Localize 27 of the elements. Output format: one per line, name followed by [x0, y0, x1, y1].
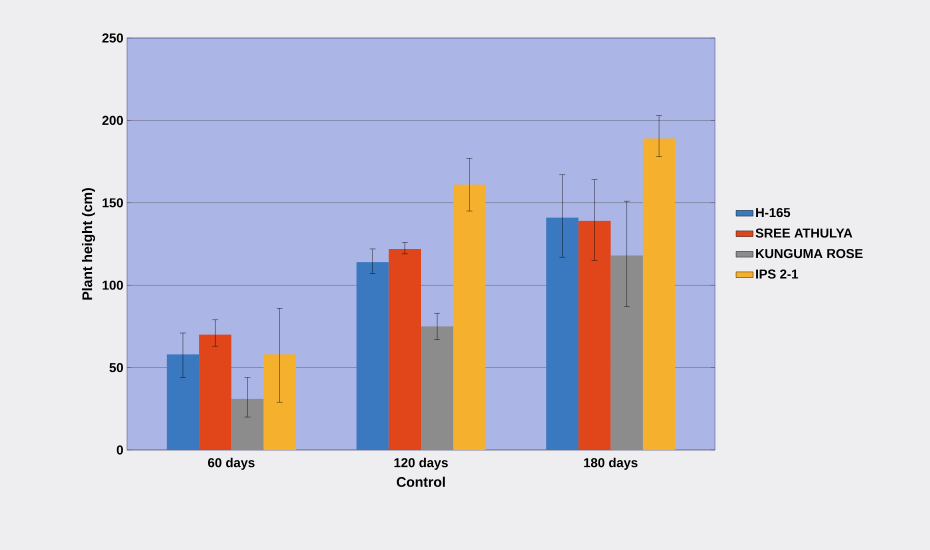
- y-tick-label: 150: [102, 198, 123, 208]
- y-tick-label: 50: [109, 363, 123, 372]
- y-tick-label: 250: [102, 33, 123, 43]
- y-axis-title: Plant height (cm): [82, 188, 96, 300]
- x-tick-label: 60 days: [208, 458, 255, 470]
- legend-label: SREE ATHULYA: [756, 228, 852, 238]
- legend-label: H-165: [756, 208, 790, 218]
- x-tick-label: 180 days: [584, 458, 638, 470]
- bar: [578, 220, 611, 450]
- bar: [642, 138, 676, 450]
- y-tick-label: 200: [102, 116, 123, 125]
- x-tick-label: 120 days: [394, 458, 448, 470]
- bar: [610, 256, 643, 450]
- bar: [421, 326, 454, 450]
- legend-label: KUNGUMA ROSE: [756, 248, 863, 258]
- bar: [166, 354, 200, 450]
- bar: [546, 218, 578, 450]
- bar: [199, 334, 232, 450]
- y-tick-label: 100: [102, 280, 123, 290]
- bar: [356, 262, 389, 450]
- bar: [231, 398, 264, 450]
- x-axis-title: Control: [396, 476, 445, 487]
- bar: [453, 184, 486, 450]
- y-tick-label: 0: [116, 445, 123, 455]
- bar: [264, 354, 296, 450]
- legend-label: IPS 2-1: [756, 269, 798, 279]
- bar: [388, 248, 422, 450]
